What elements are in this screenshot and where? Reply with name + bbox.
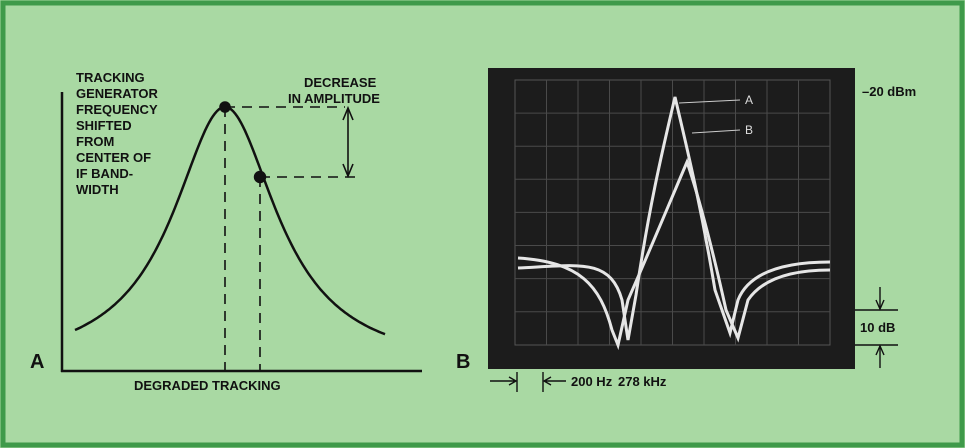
note: WIDTH [76,182,119,197]
caption: DEGRADED TRACKING [134,378,281,393]
note: GENERATOR [76,86,158,101]
trace-b [517,157,831,351]
trace-label: B [745,123,753,137]
arrow-head [875,299,885,356]
note: CENTER OF [76,150,151,165]
note: DECREASE [304,75,377,90]
arrow [490,376,566,386]
scale: 10 dB [860,320,895,335]
note: FREQUENCY [76,102,158,117]
center-frequency: 278 kHz [618,374,667,389]
trace-label: A [745,93,753,107]
leader [678,99,741,104]
note: IN AMPLITUDE [288,91,380,106]
panel-b [488,68,898,392]
note: TRACKING [76,70,145,85]
note: SHIFTED [76,118,132,133]
panel-a [60,92,422,373]
point [253,170,267,184]
arrow-head [342,105,354,179]
leader [691,129,741,134]
note: FROM [76,134,114,149]
point [219,101,231,113]
panel-label: B [456,351,470,373]
reference-level: –20 dBm [862,84,916,99]
span-marker: 200 Hz [571,374,613,389]
panel-label: A [30,351,44,373]
trace-a [517,96,831,341]
note: IF BAND- [76,166,133,181]
